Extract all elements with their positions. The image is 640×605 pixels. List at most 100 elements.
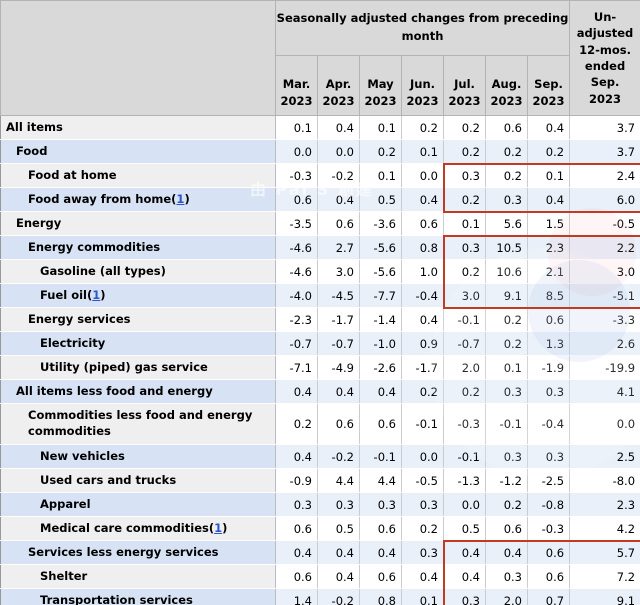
unadjusted-column-header: Un- adjusted 12-mos. ended Sep. 2023	[569, 0, 640, 116]
month-column-header: Aug. 2023	[485, 55, 528, 116]
group-header: Seasonally adjusted changes from precedi…	[274, 0, 571, 56]
value-cell: -3.3	[569, 307, 640, 332]
row-label: Services less energy services	[0, 540, 276, 565]
value-cell: 0.1	[527, 163, 571, 188]
value-cell: 0.8	[401, 235, 444, 260]
value-cell: 0.3	[401, 492, 444, 517]
value-cell: 0.8	[359, 588, 402, 605]
footnote-link[interactable]: 1	[176, 191, 185, 206]
table-row: Medical care commodities(1) 0.6 0.5 0.6 0.2 0…	[0, 516, 640, 541]
value-cell: 1.3	[527, 331, 571, 356]
table-row: Gasoline (all types) -4.6 3.0 -5.6 1.0 0.2 10.…	[0, 259, 640, 284]
value-cell: 0.2	[443, 115, 486, 140]
value-cell: 0.2	[443, 379, 486, 404]
value-cell: 0.2	[401, 115, 444, 140]
value-cell: 0.5	[317, 516, 360, 541]
row-label: Apparel	[0, 492, 276, 517]
value-cell: -0.4	[401, 283, 444, 308]
value-cell: 2.3	[527, 235, 571, 260]
corner-cell	[0, 0, 276, 116]
value-cell: -4.0	[275, 283, 318, 308]
value-cell: -2.6	[359, 355, 402, 380]
value-cell: 0.1	[401, 139, 444, 164]
month-column-header: Sep. 2023	[526, 55, 571, 116]
value-cell: 0.3	[401, 540, 444, 565]
value-cell: 0.4	[401, 564, 444, 589]
value-cell: -5.6	[359, 235, 402, 260]
value-cell: 0.2	[401, 516, 444, 541]
value-cell: -8.0	[569, 468, 640, 493]
value-cell: 0.3	[527, 379, 571, 404]
month-column-header: Jun. 2023	[401, 55, 444, 116]
row-label: Medical care commodities(1)	[0, 516, 276, 541]
row-label: Used cars and trucks	[0, 468, 276, 493]
table-row: All items 0.1 0.4 0.1 0.2 0.2 0.6 0.4 3.7	[0, 115, 640, 140]
value-cell: -0.5	[401, 468, 444, 493]
value-cell: 0.6	[527, 540, 571, 565]
value-cell: 5.6	[485, 211, 528, 236]
value-cell: 0.4	[527, 187, 571, 212]
value-cell: 0.5	[359, 187, 402, 212]
value-cell: 0.4	[317, 187, 360, 212]
value-cell: -1.4	[359, 307, 402, 332]
value-cell: -0.9	[275, 468, 318, 493]
value-cell: -0.1	[401, 403, 444, 445]
value-cell: 4.4	[317, 468, 360, 493]
value-cell: 0.1	[485, 355, 528, 380]
value-cell: 0.3	[443, 235, 486, 260]
value-cell: 0.3	[275, 492, 318, 517]
value-cell: 4.1	[569, 379, 640, 404]
value-cell: 2.2	[569, 235, 640, 260]
footnote-link[interactable]: 1	[92, 287, 101, 302]
value-cell: -0.3	[275, 163, 318, 188]
value-cell: 2.5	[569, 444, 640, 469]
value-cell: 0.3	[485, 444, 528, 469]
row-label: Gasoline (all types)	[0, 259, 276, 284]
table-row: Utility (piped) gas service -7.1 -4.9 -2.6-…	[0, 355, 640, 380]
value-cell: 0.2	[443, 259, 486, 284]
row-label: Energy commodities	[0, 235, 276, 260]
value-cell: 0.6	[317, 211, 360, 236]
table-row: Apparel 0.3 0.3 0.3 0.3 0.0 0.2 -0.8 2.3	[0, 492, 640, 517]
value-cell: 0.6	[485, 115, 528, 140]
value-cell: 6.0	[569, 187, 640, 212]
value-cell: 0.0	[401, 163, 444, 188]
value-cell: 0.4	[359, 379, 402, 404]
value-cell: 10.6	[485, 259, 528, 284]
value-cell: 3.7	[569, 139, 640, 164]
value-cell: 0.6	[317, 403, 360, 445]
table-row: New vehicles 0.4 -0.2 -0.1 0.0 -0.1 0.3 0.3 2.5	[0, 444, 640, 469]
value-cell: 1.4	[275, 588, 318, 605]
value-cell: 0.4	[359, 540, 402, 565]
value-cell: 3.0	[443, 283, 486, 308]
value-cell: -2.3	[275, 307, 318, 332]
row-label: New vehicles	[0, 444, 276, 469]
value-cell: -1.3	[443, 468, 486, 493]
value-cell: -0.3	[443, 403, 486, 445]
value-cell: 0.3	[443, 163, 486, 188]
value-cell: 9.1	[569, 588, 640, 605]
value-cell: 0.2	[443, 187, 486, 212]
value-cell: -0.8	[527, 492, 571, 517]
table-row: Energy -3.5 0.6 -3.6 0.6 0.1 5.6 1.5 -0.5	[0, 211, 640, 236]
value-cell: 0.0	[401, 444, 444, 469]
value-cell: -2.5	[527, 468, 571, 493]
value-cell: -4.6	[275, 259, 318, 284]
value-cell: 2.3	[569, 492, 640, 517]
row-label: Electricity	[0, 331, 276, 356]
value-cell: 0.2	[485, 331, 528, 356]
value-cell: -5.1	[569, 283, 640, 308]
row-label: All items	[0, 115, 276, 140]
value-cell: -0.5	[569, 211, 640, 236]
month-column-header: Jul. 2023	[443, 55, 486, 116]
value-cell: 4.2	[569, 516, 640, 541]
value-cell: -0.1	[443, 444, 486, 469]
value-cell: 0.0	[443, 492, 486, 517]
footnote-link[interactable]: 1	[214, 520, 223, 535]
value-cell: 4.4	[359, 468, 402, 493]
table-row: Energy commodities -4.6 2.7 -5.6 0.8 0.3 10.5 2…	[0, 235, 640, 260]
table-row: Transportation services 1.4 -0.2 0.8 0.1 0.3 2…	[0, 588, 640, 605]
value-cell: 0.2	[443, 139, 486, 164]
value-cell: 0.1	[359, 163, 402, 188]
value-cell: 0.0	[317, 139, 360, 164]
